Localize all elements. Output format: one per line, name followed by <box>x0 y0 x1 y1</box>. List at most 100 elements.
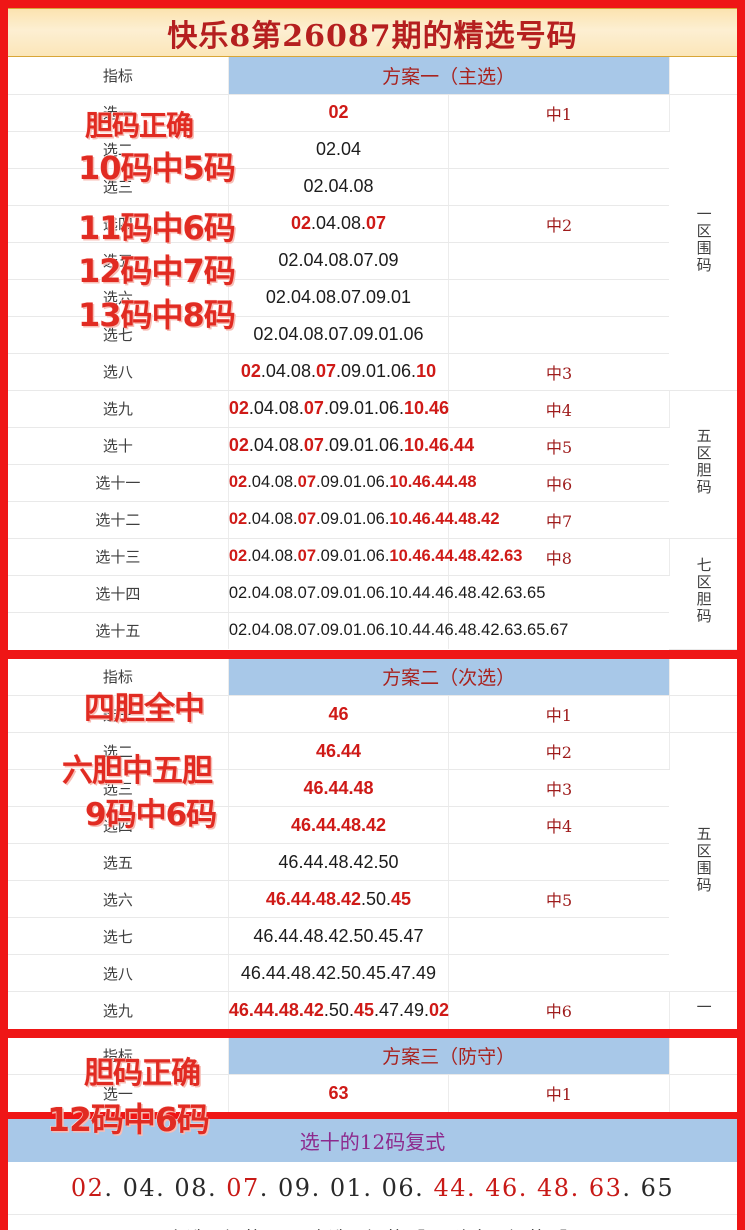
row-numbers: 02.04.08.07 <box>228 205 450 243</box>
table-row: 选三 02.04.08 <box>8 168 737 206</box>
row-numbers: 02.04.08.07.09.01 <box>228 279 450 317</box>
row-numbers: 46 <box>228 695 450 733</box>
row-index-label: 选五 <box>8 242 229 280</box>
row-numbers: 46.44.48.42.50.45.47.49.02 <box>228 991 450 1029</box>
summary-numbers-row: 02. 04. 08. 07. 09. 01. 06. 44. 46. 48. … <box>8 1161 737 1215</box>
row-hit-label: 中1 <box>448 94 670 132</box>
row-numbers: 46.44.48.42.50.45 <box>228 880 450 918</box>
row-hit-label: 中3 <box>448 353 669 391</box>
row-numbers: 46.44.48 <box>228 769 450 807</box>
row-numbers: 02.04.08.07.09.01.06.10.46.44.48.42.63 <box>228 538 522 576</box>
table-row: 选八 46.44.48.42.50.45.47.49 <box>8 954 737 992</box>
row-hit-label: 中2 <box>448 732 670 770</box>
index-header: 指标 <box>8 1037 229 1075</box>
table-row: 选五 46.44.48.42.50 <box>8 843 737 881</box>
page-title: 快乐8第26087期的精选号码 <box>167 18 578 54</box>
row-numbers: 02.04.08.07.09.01.06.10.46.44.48.42 <box>228 501 500 539</box>
plan-three-table: 指标 方案三（防守） 选一 63 中1 <box>8 1037 737 1112</box>
zone-label: 五区胆码 <box>694 427 713 496</box>
plan-one-panel: 指标 方案一（主选） 选一 02 中1 一区围码 选二 02.04 选三 02.04.08 选四 02… <box>8 57 737 650</box>
row-index-label: 选五 <box>8 843 229 881</box>
table-row: 选九 02.04.08.07.09.01.06.10.46 中4 五区胆码 <box>8 390 737 539</box>
summary-panel: 选十的12码复式 02. 04. 08. 07. 09. 01. 06. 44.… <box>8 1118 737 1230</box>
row-hit-label: 中5 <box>448 427 669 465</box>
zone-label: 五区围码 <box>694 825 713 894</box>
table-row: 选四 46.44.48.42 中4 <box>8 806 737 844</box>
row-numbers: 02 <box>228 94 450 132</box>
row-hit-label: 中7 <box>448 501 669 539</box>
zone-label: 七区胆码 <box>694 557 713 625</box>
plan-two-panel: 指标 方案二（次选） 选一 46 中1 选二 46.44 中2 五区围码 选三 46.44.48 中3… <box>8 658 737 1029</box>
table-row: 选十一 02.04.08.07.09.01.06.10.46.44.48 中6 <box>8 464 737 502</box>
row-index-label: 选二 <box>8 732 229 770</box>
row-hit-label: 中4 <box>448 390 670 428</box>
row-numbers: 46.44.48.42.50.45.47 <box>228 917 450 955</box>
row-index-label: 选九 <box>8 991 229 1029</box>
row-index-label: 选四 <box>8 205 229 243</box>
row-numbers: 63 <box>228 1074 450 1112</box>
row-numbers: 02.04.08.07.09 <box>228 242 450 280</box>
table-row: 选一 63 中1 <box>8 1074 737 1112</box>
table-row: 选十五 02.04.08.07.09.01.06.10.44.46.48.42.6… <box>8 612 737 649</box>
row-hit-label <box>448 131 669 169</box>
row-hit-label <box>448 316 669 354</box>
row-index-label: 选六 <box>8 279 229 317</box>
table-row: 选三 46.44.48 中3 <box>8 769 737 807</box>
plan-one-table: 指标 方案一（主选） 选一 02 中1 一区围码 选二 02.04 选三 02.04.08 选四 02… <box>8 57 737 650</box>
summary-header: 选十的12码复式 <box>8 1118 737 1162</box>
row-numbers: 46.44.48.42 <box>228 806 450 844</box>
table-row: 选一 02 中1 一区围码 <box>8 94 737 391</box>
row-numbers: 02.04.08.07.09.01.06.10.44.46.48.42.63.6… <box>228 575 545 613</box>
row-hit-label: 中1 <box>448 695 670 733</box>
row-numbers: 46.44 <box>228 732 450 770</box>
panel-divider-1 <box>8 649 737 659</box>
table-header-row: 指标 方案三（防守） <box>8 1037 737 1075</box>
row-index-label: 选十 <box>8 427 229 465</box>
zone-header-cell <box>669 57 737 95</box>
row-index-label: 选九 <box>8 390 229 428</box>
row-hit-label: 中8 <box>448 538 670 576</box>
zone-cell: 一 <box>669 992 737 1029</box>
row-hit-label: 中6 <box>448 991 670 1029</box>
table-row: 选六 02.04.08.07.09.01 <box>8 279 737 317</box>
plan-header: 方案二（次选） <box>228 658 670 696</box>
row-index-label: 选十三 <box>8 538 229 576</box>
zone-label: 一 <box>694 999 713 1017</box>
zone-cell: 一区围码 <box>669 94 737 391</box>
table-row: 选九 46.44.48.42.50.45.47.49.02 中6 一 <box>8 991 737 1029</box>
row-hit-label <box>448 575 669 613</box>
table-header-row: 指标 方案二（次选） <box>8 658 737 696</box>
row-numbers: 02.04.08.07.09.01.06.10.44.46.48.42.63.6… <box>228 612 568 649</box>
zone-cell <box>669 1075 737 1112</box>
row-index-label: 选二 <box>8 131 229 169</box>
row-index-label: 选一 <box>8 94 229 132</box>
panel-divider-2 <box>8 1028 737 1038</box>
table-row: 选十四 02.04.08.07.09.01.06.10.44.46.48.42.6… <box>8 575 737 613</box>
table-row: 选七 02.04.08.07.09.01.06 <box>8 316 737 354</box>
table-row: 选二 02.04 <box>8 131 737 169</box>
row-hit-label <box>448 168 669 206</box>
row-index-label: 选八 <box>8 353 229 391</box>
row-hit-label: 中6 <box>448 464 669 502</box>
row-index-label: 选四 <box>8 806 229 844</box>
row-hit-label <box>448 843 669 881</box>
table-row: 选一 46 中1 <box>8 695 737 733</box>
zone-cell: 七区胆码 <box>669 538 737 650</box>
table-row: 选五 02.04.08.07.09 <box>8 242 737 280</box>
summary-footer-label: 主选区间的7码+次选区间的3胆+防守区间的2胆 <box>167 1224 577 1230</box>
plan-two-table: 指标 方案二（次选） 选一 46 中1 选二 46.44 中2 五区围码 选三 46.44.48 中3… <box>8 658 737 1029</box>
table-row: 选十二 02.04.08.07.09.01.06.10.46.44.48.42 中7 <box>8 501 737 539</box>
row-index-label: 选七 <box>8 917 229 955</box>
zone-cell: 五区围码 <box>669 732 737 992</box>
plan-three-panel: 指标 方案三（防守） 选一 63 中1 <box>8 1037 737 1112</box>
zone-header-cell <box>669 1037 737 1075</box>
table-row: 选六 46.44.48.42.50.45 中5 <box>8 880 737 918</box>
table-row: 选二 46.44 中2 五区围码 <box>8 732 737 992</box>
title-panel: 快乐8第26087期的精选号码 <box>8 8 737 57</box>
row-hit-label <box>448 954 669 992</box>
summary-header-label: 选十的12码复式 <box>299 1129 446 1154</box>
row-index-label: 选七 <box>8 316 229 354</box>
plan-header: 方案一（主选） <box>228 57 670 95</box>
row-index-label: 选三 <box>8 769 229 807</box>
